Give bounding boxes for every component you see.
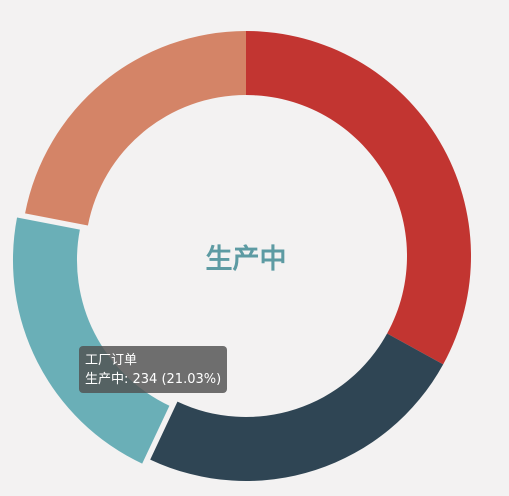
center-label: 生产中: [206, 244, 287, 275]
slices-layer: [12, 31, 471, 481]
tooltip-value: 生产中: 234 (21.03%): [85, 372, 222, 387]
tooltip-title: 工厂订单: [85, 353, 138, 368]
tooltip: 工厂订单 生产中: 234 (21.03%): [79, 346, 228, 393]
donut-slice-3[interactable]: [12, 217, 170, 464]
donut-slice-2[interactable]: [150, 333, 444, 481]
donut-slice-1[interactable]: [246, 31, 471, 365]
donut-slice-4[interactable]: [25, 31, 247, 226]
